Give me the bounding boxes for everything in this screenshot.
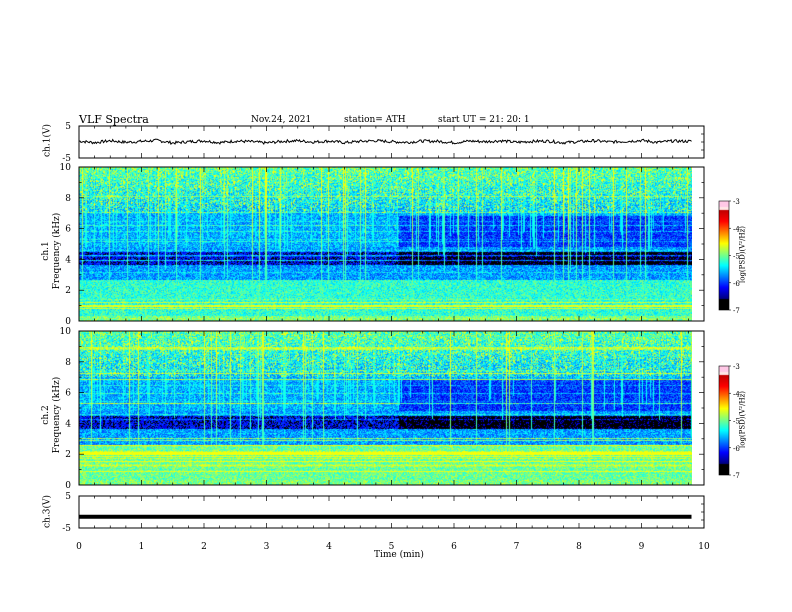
ch2-colorbar-label: log(PSD)(V²/Hz) bbox=[738, 391, 747, 448]
ch1-colorbar-label: log(PSD)(V²/Hz) bbox=[738, 226, 747, 283]
x-axis-label: Time (min) bbox=[374, 550, 424, 560]
ch3-voltage-ylabel: ch.3(V) bbox=[42, 495, 53, 528]
ch1-frequency-label: Frequency (kHz) bbox=[52, 212, 62, 290]
chart-title: VLF Spectra bbox=[79, 113, 149, 126]
start-ut-label: start UT = 21: 20: 1 bbox=[438, 115, 530, 125]
station-label: station= ATH bbox=[344, 115, 406, 125]
ch2-channel-label: ch.2 bbox=[41, 405, 51, 425]
ch2-spectrogram bbox=[79, 331, 692, 485]
date-label: Nov.24, 2021 bbox=[251, 115, 312, 125]
ch2-colorbar bbox=[719, 366, 729, 475]
ch1-spectrogram bbox=[79, 167, 692, 321]
ch2-frequency-label: Frequency (kHz) bbox=[52, 376, 62, 454]
ch1-colorbar bbox=[719, 201, 729, 310]
ch2-spectrogram-ylabel: ch.2 Frequency (kHz) bbox=[41, 365, 63, 465]
ch1-spectrogram-ylabel: ch.1 Frequency (kHz) bbox=[41, 201, 63, 301]
ch1-channel-label: ch.1 bbox=[41, 241, 51, 261]
